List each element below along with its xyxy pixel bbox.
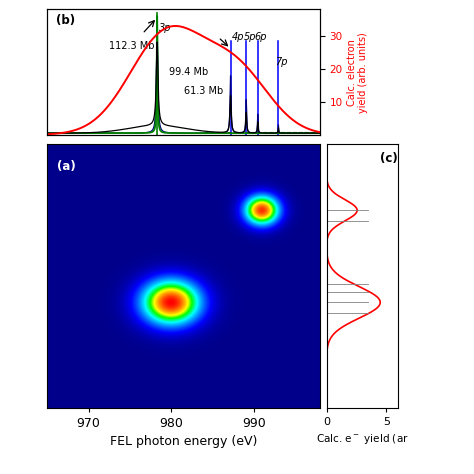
Text: 5p: 5p: [243, 32, 256, 42]
Text: (a): (a): [57, 160, 76, 173]
Text: (b): (b): [55, 14, 75, 27]
Text: 112.3 Mb: 112.3 Mb: [109, 41, 155, 51]
Text: (c): (c): [380, 153, 398, 165]
X-axis label: FEL photon energy (eV): FEL photon energy (eV): [110, 435, 257, 448]
Text: 3p: 3p: [159, 23, 171, 33]
Text: 7p: 7p: [275, 57, 288, 67]
Text: 61.3 Mb: 61.3 Mb: [183, 86, 223, 96]
Text: 4p: 4p: [232, 32, 244, 42]
Text: 99.4 Mb: 99.4 Mb: [170, 66, 209, 77]
Text: 6p: 6p: [255, 32, 267, 42]
Y-axis label: Calc. electron
yield (arb. units): Calc. electron yield (arb. units): [346, 32, 368, 112]
X-axis label: Calc. e$^-$ yield (ar: Calc. e$^-$ yield (ar: [316, 432, 409, 446]
